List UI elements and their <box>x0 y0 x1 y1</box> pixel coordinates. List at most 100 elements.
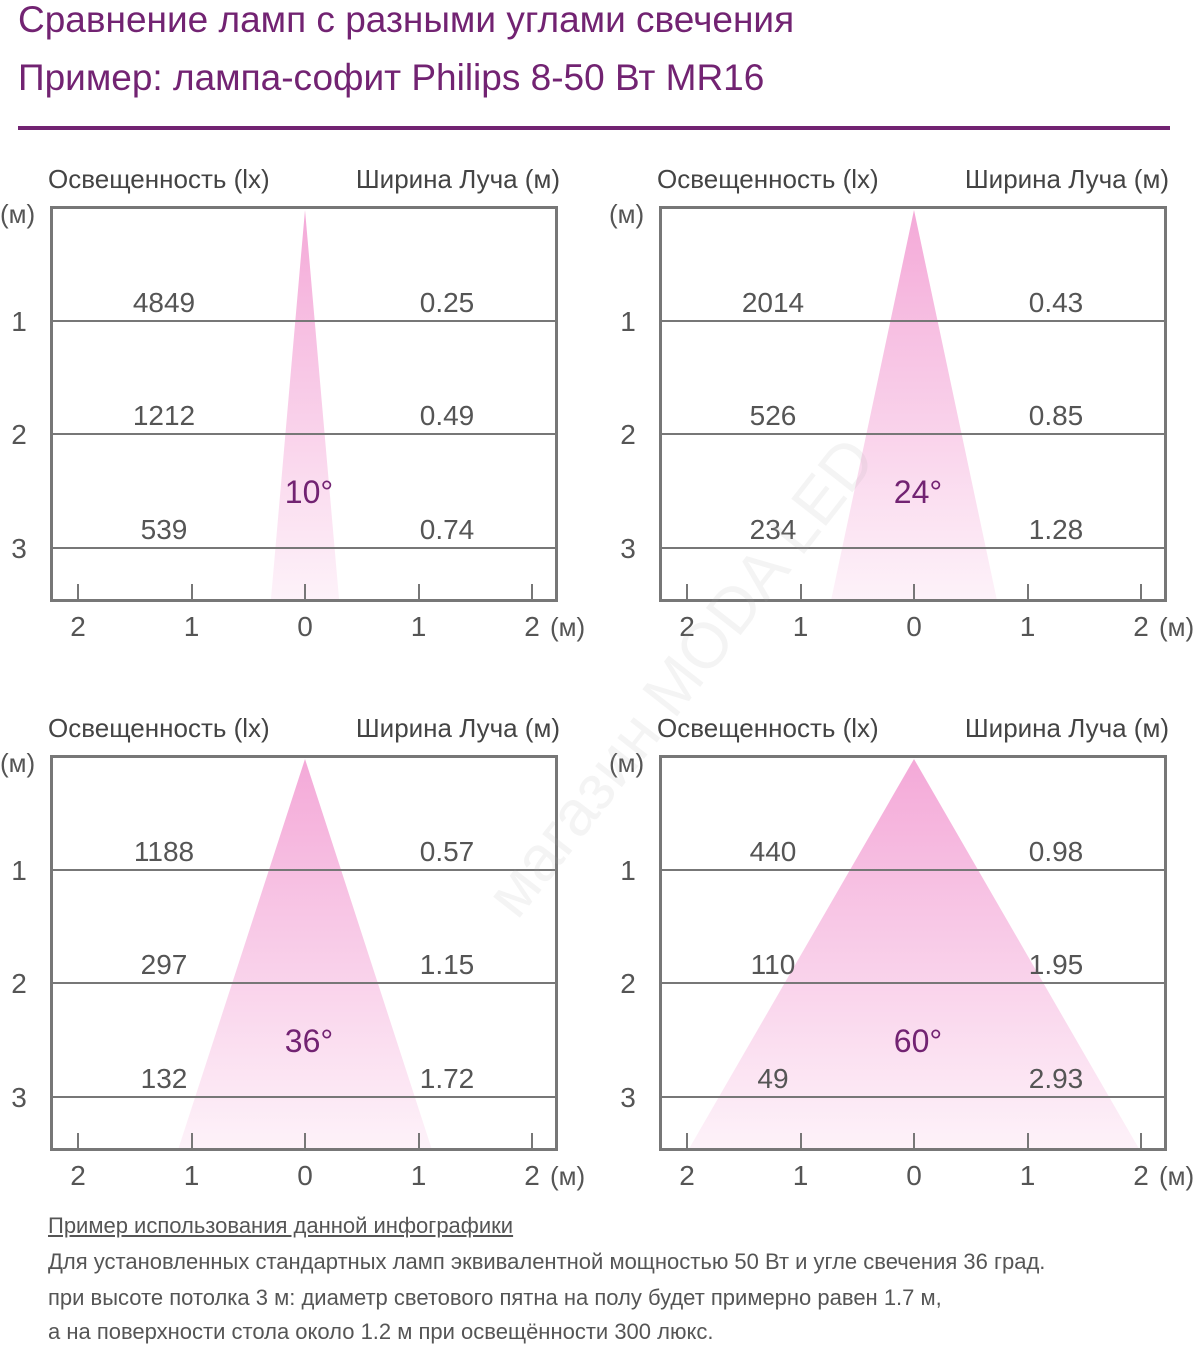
illuminance-value: 1188 <box>133 835 195 867</box>
x-tick-label: 1 <box>1019 611 1036 642</box>
x-tick-label: 0 <box>297 611 313 642</box>
illuminance-value: 132 <box>140 1062 188 1094</box>
beam-width-header: Ширина Луча (м) <box>355 713 560 743</box>
x-tick-label: 2 <box>1133 1160 1149 1191</box>
y-tick-label: 3 <box>620 1081 636 1113</box>
x-tick <box>190 1133 193 1151</box>
x-tick <box>531 1133 533 1151</box>
distance-line-1 <box>50 868 558 871</box>
usage-example-line-3: а на поверхности стола около 1.2 м при о… <box>48 1319 714 1344</box>
x-tick-label: 1 <box>410 611 427 642</box>
y-tick-label: 3 <box>620 532 636 564</box>
x-tick <box>799 584 802 602</box>
distance-line-3 <box>50 1095 558 1098</box>
distance-line-3 <box>50 546 558 549</box>
distance-line-2 <box>50 982 558 984</box>
distance-line-1 <box>659 319 1167 322</box>
illuminance-value: 49 <box>757 1062 789 1094</box>
beam-width-value: 0.25 <box>419 286 475 318</box>
y-axis-unit: (м) <box>0 199 36 229</box>
beam-width-value: 0.74 <box>419 513 475 545</box>
x-tick-label: 2 <box>679 1160 695 1191</box>
x-tick <box>1140 1133 1142 1151</box>
beam-cone-2 <box>831 210 997 599</box>
y-tick-label: 1 <box>11 854 27 886</box>
illuminance-value: 526 <box>749 400 797 431</box>
x-axis-unit: (м) <box>1159 612 1195 642</box>
x-tick <box>417 584 420 602</box>
light-beam-4 <box>689 759 1139 1148</box>
distance-line-2 <box>50 433 558 435</box>
x-tick <box>1026 1133 1029 1151</box>
y-tick-label: 3 <box>11 532 27 564</box>
x-tick <box>913 1133 915 1151</box>
distance-line-3 <box>659 546 1167 549</box>
title-divider <box>18 126 1170 130</box>
beam-width-value: 1.28 <box>1028 513 1084 545</box>
x-tick <box>531 584 533 602</box>
y-tick-label: 1 <box>620 305 636 337</box>
x-tick <box>77 1133 79 1151</box>
x-tick <box>686 584 688 602</box>
y-tick-label: 1 <box>11 305 27 337</box>
y-tick-label: 2 <box>11 968 27 999</box>
x-tick-label: 1 <box>1019 1160 1036 1191</box>
distance-line-3 <box>659 1095 1167 1098</box>
beam-width-value: 1.72 <box>419 1062 475 1094</box>
illuminance-value: 297 <box>140 949 188 980</box>
illuminance-value: 4849 <box>132 286 196 318</box>
usage-example-line-2: при высоте потолка 3 м: диаметр световог… <box>48 1285 942 1310</box>
illuminance-value: 110 <box>750 949 796 980</box>
light-beam-2 <box>831 210 997 599</box>
x-tick-label: 2 <box>70 1160 86 1191</box>
x-tick <box>799 1133 802 1151</box>
x-axis-unit: (м) <box>550 612 586 642</box>
beam-width-header: Ширина Луча (м) <box>964 164 1169 194</box>
x-tick-label: 1 <box>792 611 809 642</box>
x-tick-label: 1 <box>183 611 200 642</box>
distance-line-2 <box>659 433 1167 435</box>
y-axis-unit: (м) <box>609 748 645 778</box>
beam-cone-3 <box>178 759 432 1148</box>
beam-cone-1 <box>270 210 340 599</box>
x-tick-label: 2 <box>524 611 540 642</box>
x-tick <box>417 1133 420 1151</box>
y-axis-unit: (м) <box>0 748 36 778</box>
light-beam-1 <box>270 210 340 599</box>
beam-width-value: 1.95 <box>1028 949 1084 980</box>
beam-angle-label: 24° <box>893 474 943 510</box>
x-tick-label: 0 <box>906 1160 922 1191</box>
x-tick <box>77 584 79 602</box>
x-tick <box>304 1133 306 1151</box>
y-tick-label: 1 <box>620 854 636 886</box>
beam-cone-4 <box>689 759 1139 1148</box>
x-tick-label: 0 <box>297 1160 313 1191</box>
illuminance-header: Освещенность (lx) <box>48 164 270 194</box>
x-tick-label: 1 <box>410 1160 427 1191</box>
x-tick-label: 0 <box>906 611 922 642</box>
beam-width-value: 0.57 <box>419 835 475 867</box>
x-tick <box>1026 584 1029 602</box>
y-tick-label: 2 <box>11 419 27 450</box>
illuminance-value: 1212 <box>132 400 196 431</box>
beam-width-value: 0.98 <box>1028 835 1084 867</box>
page-subtitle: Пример: лампа-софит Philips 8-50 Вт MR16 <box>18 57 765 98</box>
beam-angle-label: 10° <box>284 474 334 510</box>
beam-width-value: 0.85 <box>1028 400 1084 431</box>
beam-width-value: 0.43 <box>1028 286 1084 318</box>
x-tick <box>1140 584 1142 602</box>
x-axis-unit: (м) <box>550 1161 586 1191</box>
beam-angle-label: 36° <box>284 1023 334 1059</box>
x-tick <box>190 584 193 602</box>
x-axis-unit: (м) <box>1159 1161 1195 1191</box>
x-tick-label: 2 <box>679 611 695 642</box>
beam-width-value: 2.93 <box>1028 1062 1084 1094</box>
illuminance-header: Освещенность (lx) <box>657 713 879 743</box>
illuminance-header: Освещенность (lx) <box>48 713 270 743</box>
distance-line-1 <box>50 319 558 322</box>
x-tick-label: 1 <box>792 1160 809 1191</box>
x-tick <box>686 1133 688 1151</box>
y-tick-label: 3 <box>11 1081 27 1113</box>
illuminance-value: 2014 <box>741 286 805 318</box>
beam-width-header: Ширина Луча (м) <box>964 713 1169 743</box>
